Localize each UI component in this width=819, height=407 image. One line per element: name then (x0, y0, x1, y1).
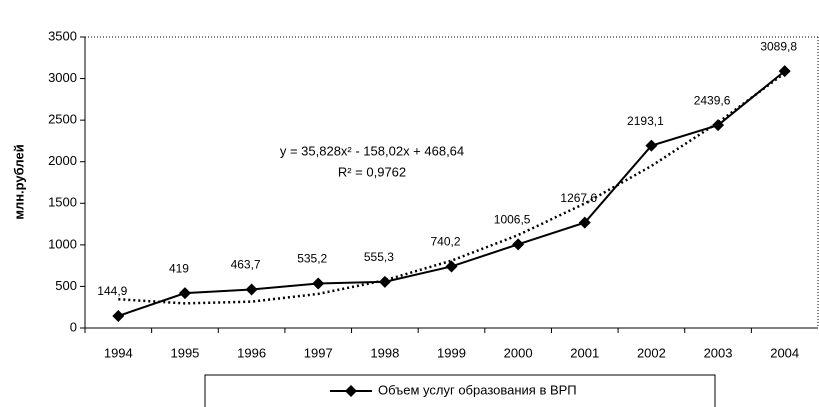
y-tick-label: 500 (55, 278, 77, 293)
trendline (118, 72, 786, 305)
trend-r-squared: R² = 0,9762 (338, 164, 406, 179)
x-tick-label: 2001 (570, 345, 599, 360)
data-point (778, 65, 791, 78)
data-point (378, 275, 391, 288)
x-tick-label: 2002 (637, 345, 666, 360)
data-label: 2439,6 (694, 93, 731, 107)
data-label: 535,2 (297, 252, 327, 266)
series-line (117, 70, 786, 317)
y-tick-label: 2000 (48, 153, 77, 168)
data-label: 1267,6 (560, 191, 597, 205)
trend-equation: y = 35,828x² - 158,02x + 468,64 (280, 143, 464, 158)
y-tick-label: 3500 (48, 28, 77, 43)
data-label: 144,9 (97, 284, 127, 298)
x-tick-label: 1996 (237, 345, 266, 360)
legend-label: Объем услуг образования в ВРП (378, 382, 577, 397)
x-tick-label: 1997 (304, 345, 333, 360)
x-tick-label: 1999 (437, 345, 466, 360)
legend-box (204, 374, 716, 407)
x-tick-label: 2000 (504, 345, 533, 360)
data-label: 2193,1 (627, 114, 664, 128)
data-label: 3089,8 (760, 39, 797, 53)
data-point (712, 119, 725, 132)
data-label: 419 (169, 261, 189, 275)
y-tick-label: 2500 (48, 112, 77, 127)
data-label: 1006,5 (494, 212, 531, 226)
x-tick-label: 2004 (770, 345, 799, 360)
data-label: 463,7 (231, 258, 261, 272)
y-tick-label: 1500 (48, 195, 77, 210)
x-tick-label: 1994 (104, 345, 133, 360)
data-point (245, 283, 258, 296)
data-point (178, 287, 191, 300)
x-tick-label: 1995 (170, 345, 199, 360)
data-point (512, 238, 525, 251)
data-label: 555,3 (364, 250, 394, 264)
data-point (578, 216, 591, 229)
data-point (112, 309, 125, 322)
x-tick-label: 1998 (370, 345, 399, 360)
y-axis-label: млн.рублей (11, 144, 26, 219)
data-point (445, 260, 458, 273)
y-tick-label: 1000 (48, 236, 77, 251)
x-tick-label: 2003 (704, 345, 733, 360)
data-point (312, 277, 325, 290)
data-point (645, 139, 658, 152)
legend-marker (345, 385, 357, 397)
y-tick-label: 0 (70, 319, 77, 334)
data-label: 740,2 (430, 235, 460, 249)
y-tick-label: 3000 (48, 70, 77, 85)
